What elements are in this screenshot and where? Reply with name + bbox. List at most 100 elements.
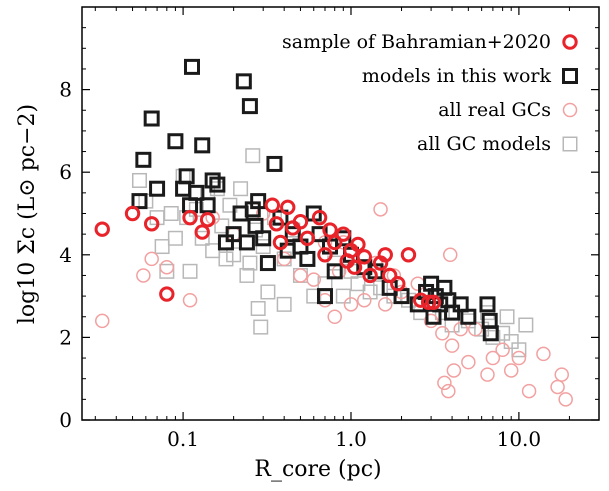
data-point	[499, 309, 515, 325]
data-point	[444, 304, 461, 321]
data-point	[511, 350, 527, 366]
data-point	[245, 148, 261, 164]
data-point	[437, 375, 452, 391]
data-point	[558, 392, 573, 407]
data-point	[444, 338, 460, 353]
legend: sample of Bahramian+2020 models in this w…	[282, 31, 578, 155]
data-point	[350, 276, 366, 292]
data-point	[317, 247, 333, 263]
data-point	[279, 242, 296, 259]
legend-label: sample of Bahramian+2020	[282, 31, 551, 53]
data-point	[378, 297, 393, 312]
data-point	[377, 247, 393, 263]
legend-item: models in this work	[362, 65, 578, 87]
legend-marker	[562, 136, 578, 152]
data-point	[335, 226, 352, 242]
data-point	[242, 255, 258, 271]
data-point	[311, 209, 328, 226]
data-point	[199, 197, 216, 214]
data-point	[485, 350, 501, 366]
data-point	[521, 383, 537, 399]
data-point	[218, 251, 234, 267]
y-tick-label: 4	[59, 243, 72, 267]
y-tick-label: 8	[59, 78, 72, 102]
data-point	[167, 133, 184, 150]
data-point	[124, 205, 141, 222]
data-point	[194, 137, 211, 154]
data-point	[435, 326, 450, 341]
data-point	[159, 259, 175, 275]
data-point	[276, 251, 292, 267]
data-point	[373, 280, 389, 296]
data-point	[247, 217, 264, 234]
data-point	[188, 184, 205, 201]
data-point	[222, 197, 238, 213]
data-point	[335, 230, 352, 247]
data-point	[199, 211, 216, 228]
data-point	[264, 197, 281, 213]
data-point	[480, 367, 495, 382]
data-point	[143, 110, 160, 127]
data-point	[460, 313, 476, 329]
data-point	[306, 272, 321, 287]
data-point	[135, 151, 152, 168]
data-point	[442, 247, 458, 263]
data-point	[214, 218, 230, 234]
series-models-in-this-work	[131, 58, 499, 342]
legend-marker	[562, 102, 578, 118]
data-point	[373, 202, 388, 217]
data-point	[461, 354, 476, 370]
data-point	[495, 342, 510, 358]
data-point	[159, 263, 175, 279]
data-point	[503, 363, 519, 378]
data-point	[518, 317, 534, 333]
data-point	[381, 267, 398, 284]
legend-label: models in this work	[362, 65, 552, 87]
legend-marker	[562, 68, 578, 84]
x-tick-label: 0.1	[167, 427, 199, 451]
y-tick-label: 2	[59, 325, 72, 349]
data-point	[368, 255, 383, 271]
data-point	[260, 284, 276, 300]
data-point	[292, 214, 309, 230]
data-point	[182, 292, 198, 308]
data-point	[485, 329, 501, 345]
x-tick-label: 1.0	[335, 427, 367, 451]
data-point	[209, 176, 226, 193]
x-axis-label: R_core (pc)	[254, 457, 381, 482]
data-point	[350, 236, 366, 253]
data-point	[423, 313, 439, 329]
data-point	[159, 286, 175, 302]
data-point	[326, 263, 343, 280]
x-tick-label: 10.0	[497, 427, 542, 451]
data-point	[94, 221, 110, 237]
data-point	[511, 342, 527, 358]
data-point	[550, 379, 565, 395]
data-point	[335, 288, 351, 304]
data-point	[194, 230, 210, 246]
data-point	[474, 321, 490, 337]
data-point	[280, 199, 296, 216]
data-point	[143, 216, 160, 232]
data-point	[400, 247, 417, 263]
data-point	[259, 255, 276, 272]
data-point	[209, 181, 225, 197]
data-point	[149, 180, 166, 197]
data-point	[204, 172, 221, 189]
data-point	[250, 193, 267, 210]
legend-item: all GC models	[417, 133, 578, 155]
data-point	[410, 276, 426, 291]
legend-label: all GC models	[417, 133, 551, 155]
data-point	[299, 250, 316, 267]
data-point	[479, 305, 495, 321]
data-point	[238, 234, 255, 251]
plot-points	[94, 58, 573, 407]
data-point	[144, 251, 159, 267]
data-point	[239, 267, 255, 283]
data-point	[316, 288, 333, 305]
data-point	[136, 268, 151, 283]
legend-label: all real GCs	[438, 99, 551, 121]
data-point	[554, 367, 570, 382]
data-point	[479, 296, 496, 313]
axis-ticks: 0.1 1.0 10.0 0 2 4 6 8	[59, 7, 600, 451]
